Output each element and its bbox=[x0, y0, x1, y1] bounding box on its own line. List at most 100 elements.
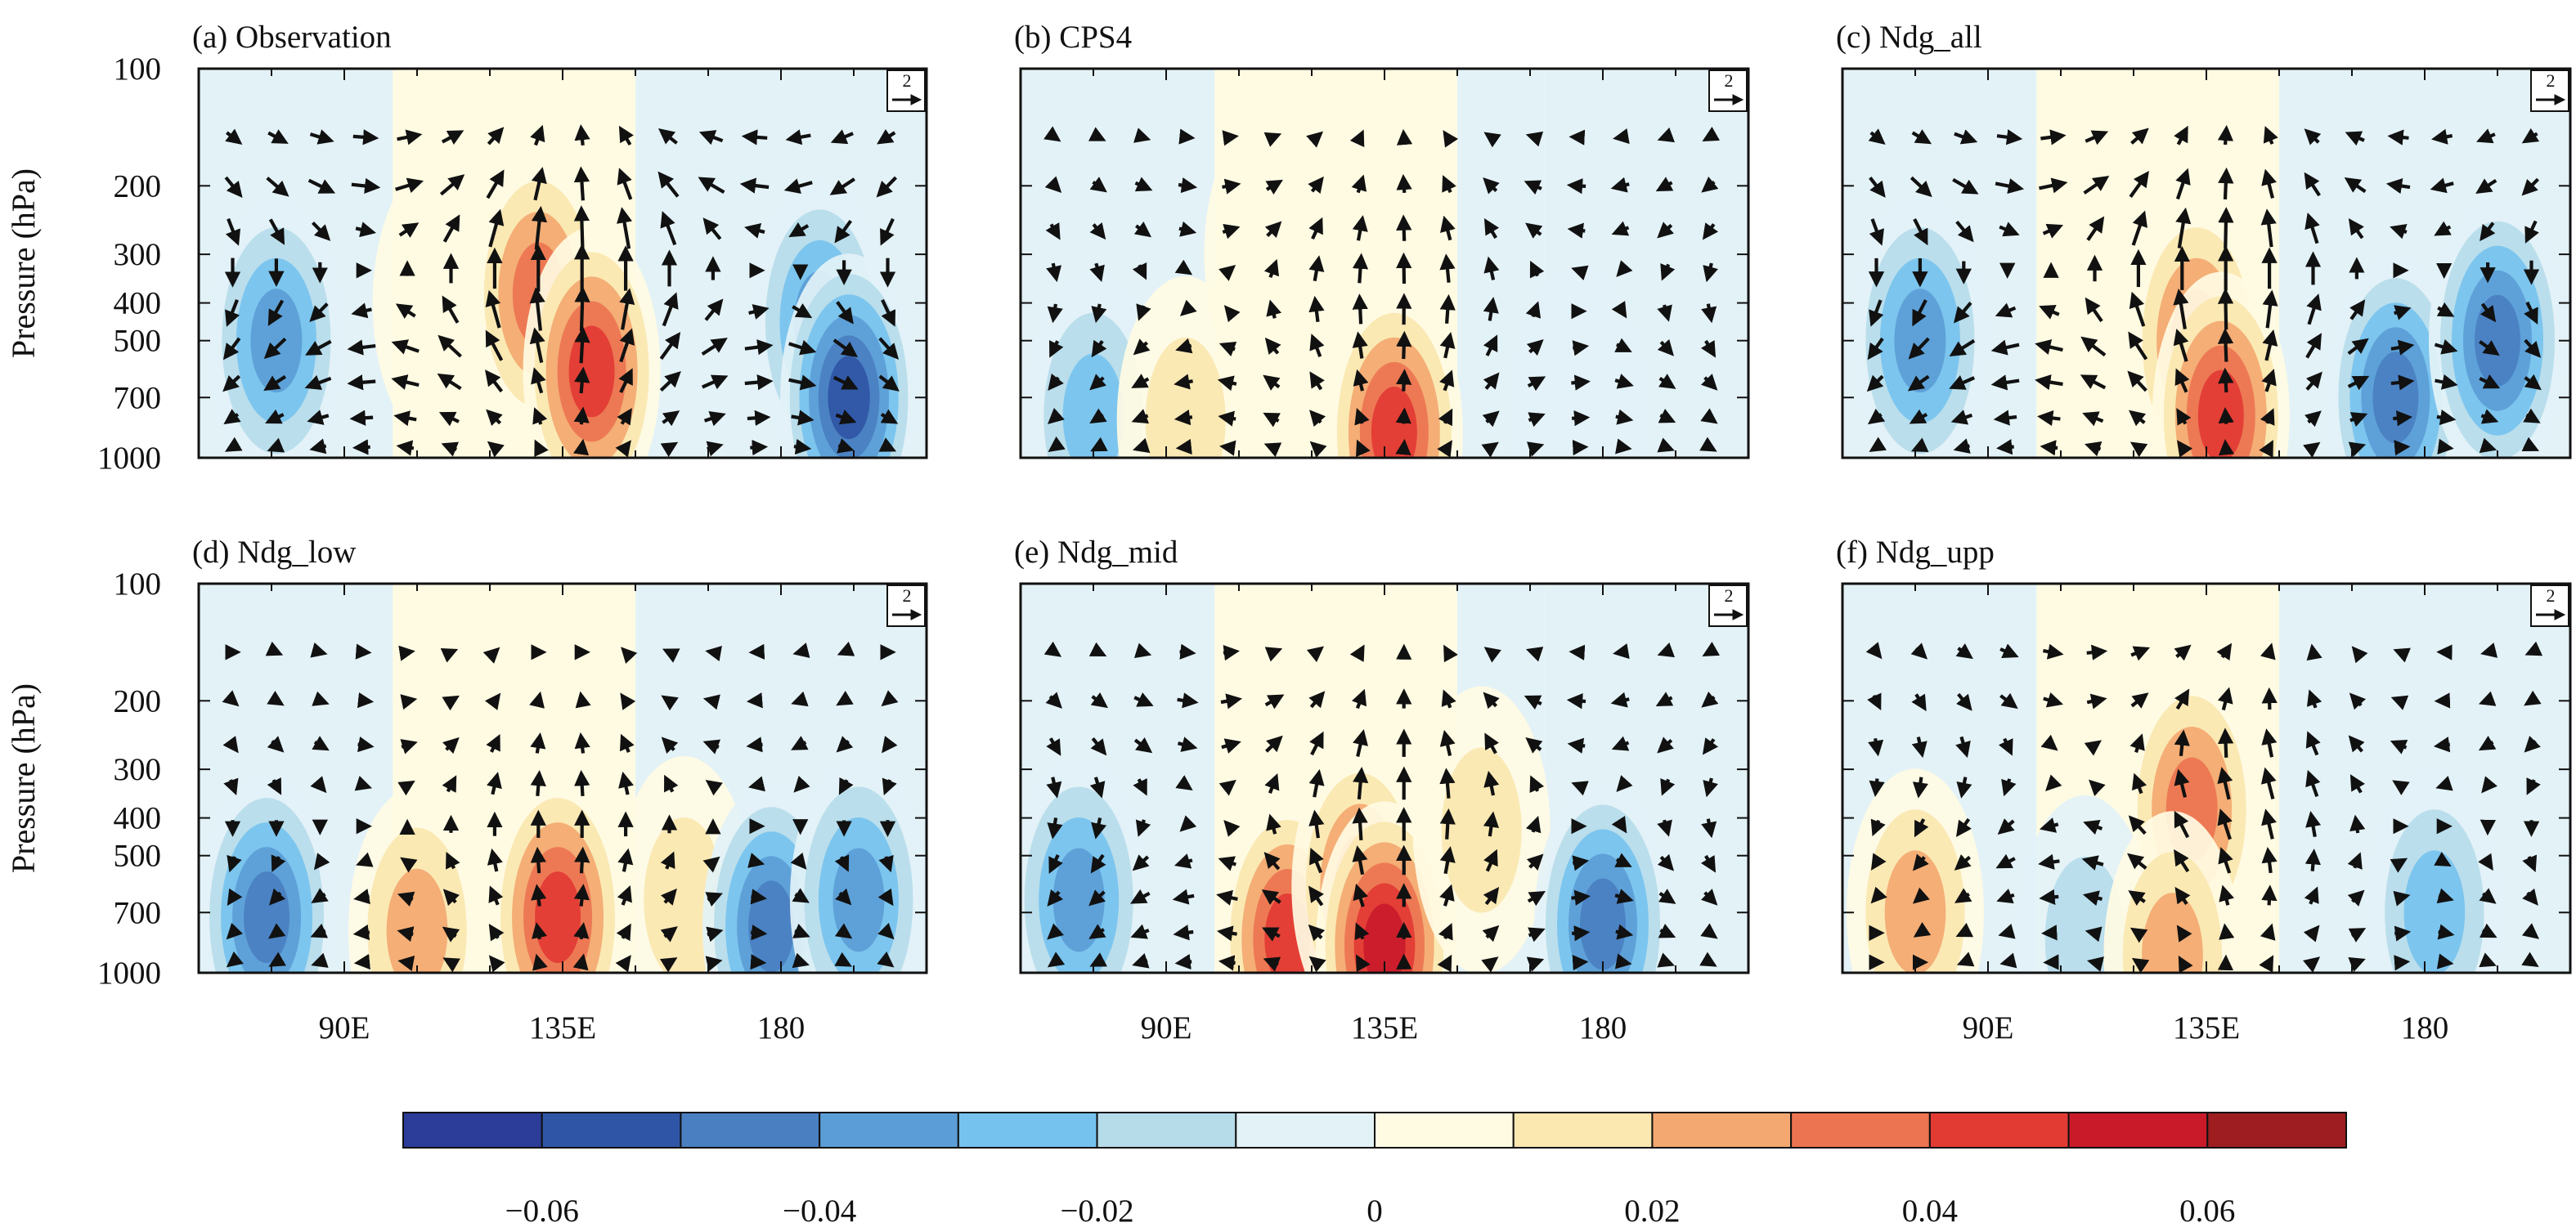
wind-vector bbox=[1614, 374, 1634, 389]
wind-vector bbox=[698, 130, 724, 146]
anomaly-contour bbox=[568, 325, 615, 418]
wind-vector bbox=[1439, 332, 1456, 359]
wind-vector bbox=[793, 775, 810, 793]
wind-vector bbox=[487, 441, 505, 458]
wind-vector bbox=[1352, 807, 1368, 841]
x-tick-label: 135E bbox=[529, 1010, 596, 1046]
wind-vector bbox=[1309, 847, 1324, 874]
wind-vector bbox=[1177, 737, 1198, 752]
wind-vector bbox=[486, 733, 500, 753]
wind-vector bbox=[530, 732, 546, 754]
wind-vector bbox=[1482, 410, 1500, 428]
wind-vector bbox=[2129, 927, 2148, 943]
wind-vector bbox=[2260, 208, 2277, 248]
colorbar-swatch bbox=[402, 1112, 543, 1149]
wind-vector bbox=[660, 926, 678, 943]
wind-vector bbox=[2524, 690, 2542, 706]
wind-vector bbox=[226, 922, 244, 940]
wind-vector bbox=[1615, 409, 1634, 425]
wind-vector bbox=[1088, 924, 1106, 939]
wind-vector bbox=[2217, 808, 2233, 840]
wind-vector bbox=[1356, 954, 1371, 972]
wind-vector bbox=[1866, 374, 1884, 392]
panel-title: (a) Observation bbox=[192, 20, 392, 55]
wind-vector bbox=[2217, 124, 2234, 146]
wind-vector bbox=[1396, 173, 1412, 194]
wind-vector bbox=[664, 774, 679, 793]
wind-vector bbox=[1610, 177, 1630, 193]
wind-vector bbox=[1395, 407, 1411, 424]
wind-vector bbox=[1353, 728, 1368, 757]
wind-vector bbox=[1955, 736, 1971, 759]
wind-vector bbox=[1568, 129, 1586, 146]
wind-vector bbox=[572, 953, 589, 971]
wind-vector bbox=[486, 409, 503, 427]
wind-vector bbox=[2082, 890, 2103, 907]
wind-vector bbox=[442, 775, 457, 793]
wind-vector bbox=[1615, 438, 1632, 455]
panel-6: 2 (f) Ndg_upp 90E 135E 180 bbox=[1836, 535, 2572, 1046]
reference-vector-label: 2 bbox=[903, 585, 912, 606]
wind-vector bbox=[2390, 224, 2408, 240]
wind-vector bbox=[1700, 889, 1718, 906]
wind-vector bbox=[1263, 956, 1281, 972]
panel-title: (c) Ndg_all bbox=[1836, 20, 1982, 55]
wind-vector bbox=[442, 926, 460, 943]
wind-vector bbox=[1218, 265, 1236, 281]
wind-vector bbox=[2218, 167, 2234, 199]
wind-vector bbox=[835, 410, 857, 425]
wind-vector bbox=[621, 647, 638, 664]
wind-vector bbox=[2089, 779, 2106, 796]
wind-vector bbox=[2174, 644, 2192, 661]
wind-vector bbox=[1179, 643, 1196, 660]
wind-vector bbox=[400, 857, 418, 873]
wind-vector bbox=[266, 177, 289, 197]
wind-vector bbox=[1483, 886, 1500, 906]
wind-vector bbox=[1870, 818, 1886, 837]
anomaly-contour bbox=[244, 871, 290, 964]
wind-vector bbox=[307, 410, 330, 425]
wind-vector bbox=[2393, 647, 2411, 663]
wind-vector bbox=[2479, 923, 2497, 938]
wind-vector bbox=[1090, 853, 1106, 874]
wind-vector bbox=[836, 301, 854, 325]
wind-vector bbox=[2217, 687, 2233, 711]
anomaly-contour bbox=[535, 871, 581, 964]
wind-vector bbox=[1352, 215, 1368, 241]
wind-vector bbox=[1089, 952, 1107, 967]
wind-vector bbox=[530, 770, 546, 796]
wind-vector bbox=[2481, 776, 2497, 794]
wind-vector bbox=[783, 178, 813, 195]
wind-vector bbox=[1218, 341, 1237, 357]
wind-vector bbox=[484, 692, 501, 710]
wind-vector bbox=[834, 888, 852, 906]
wind-vector bbox=[268, 218, 285, 245]
wind-vector bbox=[1483, 256, 1500, 280]
wind-vector bbox=[2479, 340, 2500, 356]
wind-vector bbox=[1442, 175, 1456, 194]
wind-vector bbox=[616, 923, 631, 942]
wind-vector bbox=[2261, 369, 2277, 392]
wind-vector bbox=[2086, 693, 2107, 710]
wind-vector bbox=[1179, 299, 1197, 316]
wind-vector bbox=[1261, 889, 1281, 906]
wind-vector bbox=[1658, 408, 1676, 423]
wind-vector bbox=[1483, 692, 1500, 710]
wind-vector bbox=[1483, 177, 1500, 195]
wind-vector bbox=[529, 691, 545, 709]
wind-vector bbox=[1528, 927, 1546, 943]
wind-vector bbox=[442, 214, 460, 243]
wind-vector bbox=[354, 776, 373, 791]
wind-vector bbox=[1999, 692, 2018, 710]
wind-vector bbox=[391, 339, 420, 355]
wind-vector bbox=[222, 374, 241, 392]
wind-vector bbox=[1130, 924, 1150, 939]
y-tick-label: 400 bbox=[114, 801, 162, 836]
wind-vector bbox=[1700, 854, 1717, 873]
wind-vector bbox=[792, 888, 810, 903]
wind-vector bbox=[1351, 688, 1367, 710]
wind-vector bbox=[1218, 856, 1237, 871]
wind-vector bbox=[2480, 222, 2496, 242]
wind-vector bbox=[2217, 767, 2233, 800]
